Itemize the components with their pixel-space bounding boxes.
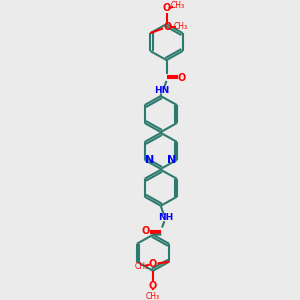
- Text: N: N: [146, 155, 155, 165]
- Text: O: O: [142, 226, 150, 236]
- Text: CH₃: CH₃: [171, 1, 185, 10]
- Text: N: N: [167, 155, 176, 165]
- Text: NH: NH: [158, 213, 173, 222]
- Text: O: O: [162, 3, 171, 13]
- Text: HN: HN: [154, 86, 169, 95]
- Text: O: O: [164, 22, 172, 32]
- Text: CH₃: CH₃: [173, 22, 188, 31]
- Text: O: O: [148, 259, 157, 269]
- Text: O: O: [178, 73, 186, 83]
- Text: CH₃: CH₃: [134, 262, 148, 271]
- Text: CH₃: CH₃: [146, 292, 160, 300]
- Text: O: O: [149, 281, 157, 291]
